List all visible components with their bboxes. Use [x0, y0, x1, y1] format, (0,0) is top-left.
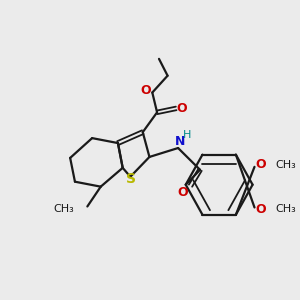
Text: S: S: [126, 172, 136, 186]
Text: O: O: [255, 203, 266, 216]
Text: O: O: [255, 158, 266, 171]
Text: O: O: [140, 84, 151, 97]
Text: H: H: [182, 130, 191, 140]
Text: CH₃: CH₃: [275, 204, 296, 214]
Text: O: O: [178, 186, 188, 199]
Text: CH₃: CH₃: [53, 204, 74, 214]
Text: CH₃: CH₃: [275, 160, 296, 170]
Text: N: N: [175, 135, 185, 148]
Text: O: O: [177, 102, 187, 115]
